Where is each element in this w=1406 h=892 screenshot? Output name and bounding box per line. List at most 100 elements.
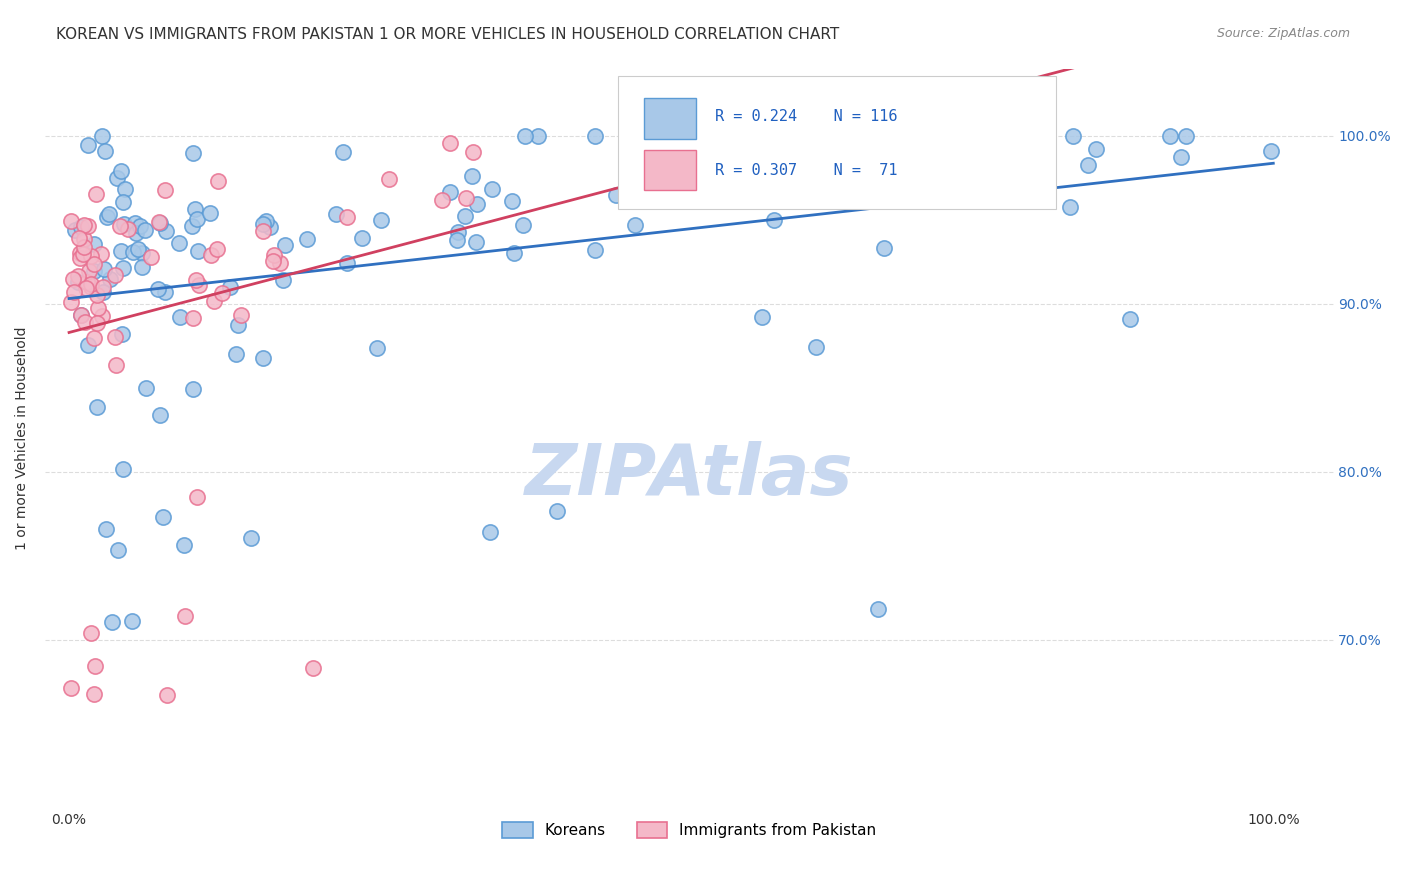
Koreans (77, 137, 100, 152)
Koreans (98, 271, 121, 285)
Koreans (446, 233, 468, 247)
Koreans (751, 310, 773, 325)
Koreans (186, 211, 208, 226)
Koreans (226, 318, 249, 333)
Text: ZIPAtlas: ZIPAtlas (524, 441, 853, 509)
Koreans (583, 128, 606, 143)
Immigrants from Pakistan (104, 268, 127, 282)
Koreans (1062, 128, 1084, 143)
Koreans (853, 176, 876, 190)
Immigrants from Pakistan (231, 308, 253, 322)
Koreans (180, 219, 202, 233)
Koreans (110, 164, 132, 178)
Immigrants from Pakistan (148, 215, 170, 229)
Immigrants from Pakistan (76, 219, 98, 233)
Koreans (479, 524, 502, 539)
Immigrants from Pakistan (62, 272, 84, 286)
Koreans (295, 232, 318, 246)
Koreans (851, 186, 873, 200)
Koreans (866, 601, 889, 615)
Koreans (63, 223, 86, 237)
Koreans (149, 408, 172, 422)
Immigrants from Pakistan (63, 285, 86, 299)
Immigrants from Pakistan (637, 183, 659, 197)
Immigrants from Pakistan (87, 301, 110, 315)
Koreans (875, 160, 897, 174)
Koreans (152, 509, 174, 524)
Koreans (131, 260, 153, 274)
Koreans (240, 531, 263, 545)
Koreans (83, 264, 105, 278)
Immigrants from Pakistan (262, 253, 284, 268)
Immigrants from Pakistan (77, 264, 100, 278)
Text: ZIP
atlas: ZIP atlas (602, 401, 776, 549)
Immigrants from Pakistan (779, 129, 801, 144)
Koreans (332, 145, 354, 159)
Koreans (173, 538, 195, 552)
Koreans (1170, 150, 1192, 164)
Koreans (325, 206, 347, 220)
Koreans (107, 543, 129, 558)
Koreans (86, 400, 108, 414)
Koreans (993, 141, 1015, 155)
Koreans (167, 235, 190, 250)
Immigrants from Pakistan (174, 609, 197, 624)
Bar (644, 150, 696, 191)
Immigrants from Pakistan (84, 658, 107, 673)
Bar (644, 98, 696, 139)
Immigrants from Pakistan (79, 279, 101, 293)
Koreans (1174, 128, 1197, 143)
Immigrants from Pakistan (66, 268, 89, 283)
Koreans (252, 217, 274, 231)
FancyBboxPatch shape (619, 76, 1056, 209)
Koreans (134, 223, 156, 237)
Immigrants from Pakistan (93, 279, 115, 293)
Koreans (501, 194, 523, 208)
Koreans (98, 206, 121, 220)
Immigrants from Pakistan (69, 251, 91, 265)
Immigrants from Pakistan (73, 315, 96, 329)
Koreans (187, 244, 209, 258)
Koreans (1017, 171, 1039, 186)
Koreans (461, 169, 484, 183)
Koreans (135, 381, 157, 395)
Koreans (465, 196, 488, 211)
Koreans (83, 237, 105, 252)
Koreans (181, 146, 204, 161)
Immigrants from Pakistan (80, 249, 103, 263)
Koreans (993, 145, 1015, 160)
Immigrants from Pakistan (60, 214, 83, 228)
Koreans (105, 171, 128, 186)
Koreans (112, 194, 135, 209)
Immigrants from Pakistan (205, 243, 228, 257)
Koreans (111, 462, 134, 476)
Koreans (969, 128, 991, 143)
Koreans (218, 279, 240, 293)
Koreans (94, 522, 117, 536)
Immigrants from Pakistan (117, 222, 139, 236)
Koreans (155, 224, 177, 238)
Koreans (114, 182, 136, 196)
Koreans (583, 243, 606, 257)
Koreans (121, 614, 143, 628)
Koreans (447, 225, 470, 239)
Immigrants from Pakistan (86, 287, 108, 301)
Immigrants from Pakistan (463, 145, 485, 159)
Immigrants from Pakistan (430, 193, 453, 207)
Koreans (169, 310, 191, 324)
Immigrants from Pakistan (156, 688, 179, 702)
Immigrants from Pakistan (69, 246, 91, 260)
Koreans (1077, 158, 1099, 172)
Immigrants from Pakistan (186, 490, 208, 504)
Koreans (481, 182, 503, 196)
Koreans (350, 231, 373, 245)
Immigrants from Pakistan (90, 309, 112, 323)
Koreans (111, 327, 134, 342)
Immigrants from Pakistan (80, 625, 103, 640)
Immigrants from Pakistan (377, 171, 399, 186)
Koreans (91, 285, 114, 300)
Text: KOREAN VS IMMIGRANTS FROM PAKISTAN 1 OR MORE VEHICLES IN HOUSEHOLD CORRELATION C: KOREAN VS IMMIGRANTS FROM PAKISTAN 1 OR … (56, 27, 839, 42)
Immigrants from Pakistan (67, 231, 90, 245)
Koreans (70, 308, 93, 322)
Immigrants from Pakistan (439, 136, 461, 150)
